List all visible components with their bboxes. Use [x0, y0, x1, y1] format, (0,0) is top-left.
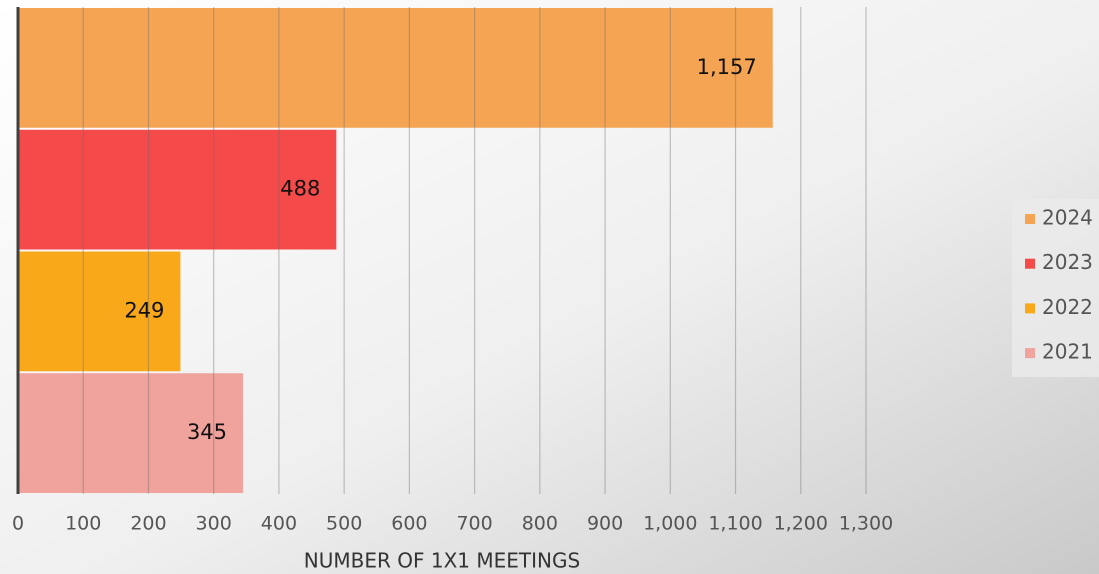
- x-tick-label: 200: [130, 513, 166, 535]
- data-label: 249: [124, 298, 164, 322]
- x-tick-label: 1,100: [708, 513, 762, 535]
- data-label: 488: [280, 177, 320, 201]
- legend-swatch: [1025, 303, 1035, 314]
- x-tick-label: 700: [456, 513, 492, 535]
- legend-swatch: [1025, 214, 1035, 224]
- legend-swatch: [1025, 258, 1035, 269]
- x-tick-label: 1,000: [643, 513, 697, 535]
- x-tick-label: 300: [196, 513, 232, 535]
- legend-box: [1012, 199, 1099, 377]
- x-tick-label: 600: [391, 513, 427, 535]
- bar: [18, 8, 773, 128]
- x-tick-label: 1,200: [774, 513, 828, 535]
- legend-label: 2024: [1042, 206, 1093, 230]
- data-label: 345: [187, 420, 227, 444]
- x-tick-label: 800: [522, 513, 558, 535]
- x-tick-label: 100: [65, 513, 101, 535]
- bar: [18, 373, 244, 493]
- legend-label: 2023: [1042, 250, 1093, 274]
- x-axis-title: NUMBER OF 1X1 MEETINGS: [304, 549, 580, 573]
- x-tick-label: 400: [261, 513, 297, 535]
- bar: [18, 129, 337, 250]
- bar: [18, 251, 181, 372]
- x-tick-label: 500: [326, 513, 362, 535]
- legend-swatch: [1025, 348, 1035, 359]
- data-label: 1,157: [697, 55, 757, 79]
- x-tick-label: 0: [12, 513, 24, 535]
- legend-label: 2022: [1042, 295, 1093, 319]
- x-tick-label: 1,300: [839, 513, 893, 535]
- legend-label: 2021: [1042, 340, 1093, 364]
- x-tick-label: 900: [587, 513, 623, 535]
